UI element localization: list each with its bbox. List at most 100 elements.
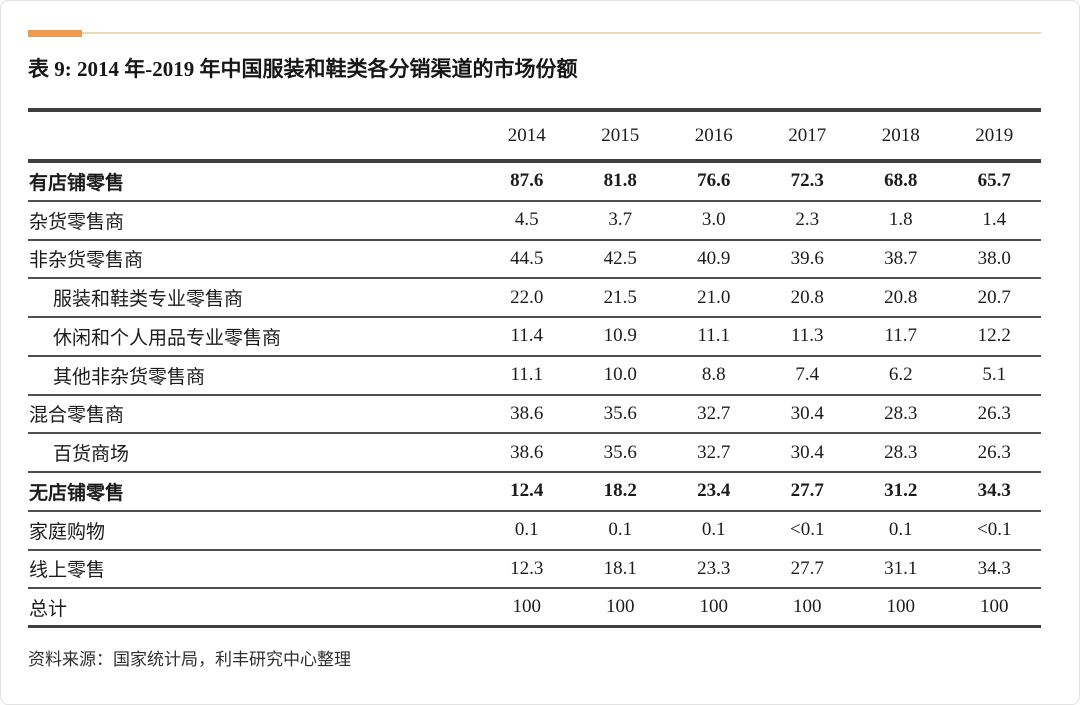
- row-label: 混合零售商: [29, 405, 125, 427]
- row-label: 家庭购物: [29, 521, 106, 543]
- row-value: 34.3: [977, 480, 1011, 502]
- row-value: 38.0: [977, 247, 1011, 269]
- table-header-row: 2014 2015 2016 2017 2018 2019: [28, 108, 1041, 163]
- row-value: 100: [512, 596, 542, 618]
- row-value: 21.0: [697, 286, 731, 308]
- row-value: 28.3: [884, 441, 918, 463]
- row-value: 27.7: [790, 480, 824, 502]
- row-value: 12.3: [510, 557, 544, 579]
- table-row: 非杂货零售商 44.5 42.5 40.9 39.6 38.7 38.0: [28, 241, 1041, 280]
- row-value: 27.7: [790, 557, 824, 579]
- row-value: 3.0: [701, 209, 726, 231]
- row-value: 23.3: [697, 557, 731, 579]
- table-row: 混合零售商 38.6 35.6 32.7 30.4 28.3 26.3: [28, 396, 1041, 435]
- row-value: 0.1: [888, 519, 913, 541]
- row-value: 31.1: [884, 557, 918, 579]
- row-value: 30.4: [790, 441, 824, 463]
- row-value: 20.8: [884, 286, 918, 308]
- row-value: 8.8: [701, 364, 726, 386]
- row-value: 23.4: [697, 480, 731, 502]
- row-value: 18.2: [603, 480, 637, 502]
- row-value: 30.4: [790, 402, 824, 424]
- row-value: 87.6: [510, 170, 544, 192]
- market-share-table: 2014 2015 2016 2017 2018 2019 有店铺零售 87.6 81.8 7…: [28, 108, 1041, 628]
- row-value: 72.3: [790, 170, 824, 192]
- row-value: 12.2: [977, 325, 1011, 347]
- row-value: 6.2: [888, 364, 913, 386]
- table-row: 服装和鞋类专业零售商 22.0 21.5 21.0 20.8 20.8 20.7: [28, 279, 1041, 318]
- row-value: 100: [606, 596, 635, 618]
- year-header-cell: 2016: [694, 124, 733, 146]
- row-label: 服装和鞋类专业零售商: [53, 289, 244, 311]
- row-value: 11.7: [884, 325, 918, 347]
- table-row: 有店铺零售 87.6 81.8 76.6 72.3 68.8 65.7: [28, 163, 1041, 202]
- row-label: 杂货零售商: [29, 211, 125, 233]
- row-value: 38.6: [510, 402, 544, 424]
- row-value: 11.1: [697, 325, 731, 347]
- row-value: 35.6: [603, 402, 637, 424]
- row-value: 28.3: [884, 402, 918, 424]
- year-header-cell: 2018: [881, 124, 920, 146]
- year-header-cell: 2017: [788, 124, 827, 146]
- row-value: 7.4: [795, 364, 820, 386]
- row-value: 1.4: [982, 209, 1007, 231]
- row-value: 39.6: [790, 247, 824, 269]
- row-value: 65.7: [977, 170, 1011, 192]
- table-row: 杂货零售商 4.5 3.7 3.0 2.3 1.8 1.4: [28, 202, 1041, 241]
- row-value: 2.3: [795, 209, 820, 231]
- row-value: 40.9: [697, 247, 731, 269]
- row-value: 0.1: [608, 519, 633, 541]
- row-label: 有店铺零售: [29, 172, 125, 194]
- row-value: 100: [793, 596, 822, 618]
- accent-bar: [28, 30, 82, 37]
- row-value: 1.8: [888, 209, 913, 231]
- row-value: 11.4: [510, 325, 544, 347]
- table-row: 其他非杂货零售商 11.1 10.0 8.8 7.4 6.2 5.1: [28, 357, 1041, 396]
- row-label: 其他非杂货零售商: [53, 366, 206, 388]
- source-note: 资料来源：国家统计局，利丰研究中心整理: [28, 650, 351, 669]
- row-value: <0.1: [790, 519, 825, 541]
- row-value: 100: [980, 596, 1009, 618]
- row-value: 3.7: [608, 209, 633, 231]
- table-title: 表 9: 2014 年-2019 年中国服装和鞋类各分销渠道的市场份额: [28, 57, 578, 81]
- row-value: 35.6: [603, 441, 637, 463]
- row-value: 4.5: [514, 209, 539, 231]
- table-row: 家庭购物 0.1 0.1 0.1 <0.1 0.1 <0.1: [28, 512, 1041, 551]
- row-label: 百货商场: [53, 444, 130, 466]
- accent-rule: [28, 30, 1041, 37]
- row-value: 12.4: [510, 480, 544, 502]
- row-value: 38.7: [884, 247, 918, 269]
- table-body: 有店铺零售 87.6 81.8 76.6 72.3 68.8 65.7 杂货零售商 4.5…: [28, 163, 1041, 628]
- row-value: 100: [699, 596, 729, 618]
- row-value: 31.2: [884, 480, 918, 502]
- row-value: 21.5: [603, 286, 637, 308]
- row-value: 20.8: [790, 286, 824, 308]
- row-value: 26.3: [977, 441, 1011, 463]
- year-header-cell: 2015: [601, 124, 640, 146]
- accent-line: [82, 32, 1041, 34]
- row-value: 10.9: [603, 325, 637, 347]
- row-value: 20.7: [977, 286, 1011, 308]
- year-header-cell: 2014: [507, 124, 546, 146]
- row-value: 81.8: [603, 170, 637, 192]
- row-value: 100: [886, 596, 916, 618]
- row-value: 32.7: [697, 402, 731, 424]
- row-value: 5.1: [982, 364, 1007, 386]
- row-label: 休闲和个人用品专业零售商: [53, 327, 282, 349]
- row-value: 32.7: [697, 441, 731, 463]
- row-value: 68.8: [884, 170, 918, 192]
- row-value: 44.5: [510, 247, 544, 269]
- row-value: 76.6: [697, 170, 731, 192]
- table-row: 百货商场 38.6 35.6 32.7 30.4 28.3 26.3: [28, 434, 1041, 473]
- row-label: 无店铺零售: [29, 482, 125, 504]
- table-row: 线上零售 12.3 18.1 23.3 27.7 31.1 34.3: [28, 551, 1041, 590]
- table-row: 休闲和个人用品专业零售商 11.4 10.9 11.1 11.3 11.7 12.2: [28, 318, 1041, 357]
- row-value: 42.5: [603, 247, 637, 269]
- row-value: 11.3: [790, 325, 824, 347]
- year-header-cell: 2019: [975, 124, 1014, 146]
- row-label: 非杂货零售商: [29, 250, 144, 272]
- row-value: 34.3: [977, 557, 1011, 579]
- row-value: 0.1: [701, 519, 726, 541]
- row-value: <0.1: [977, 519, 1012, 541]
